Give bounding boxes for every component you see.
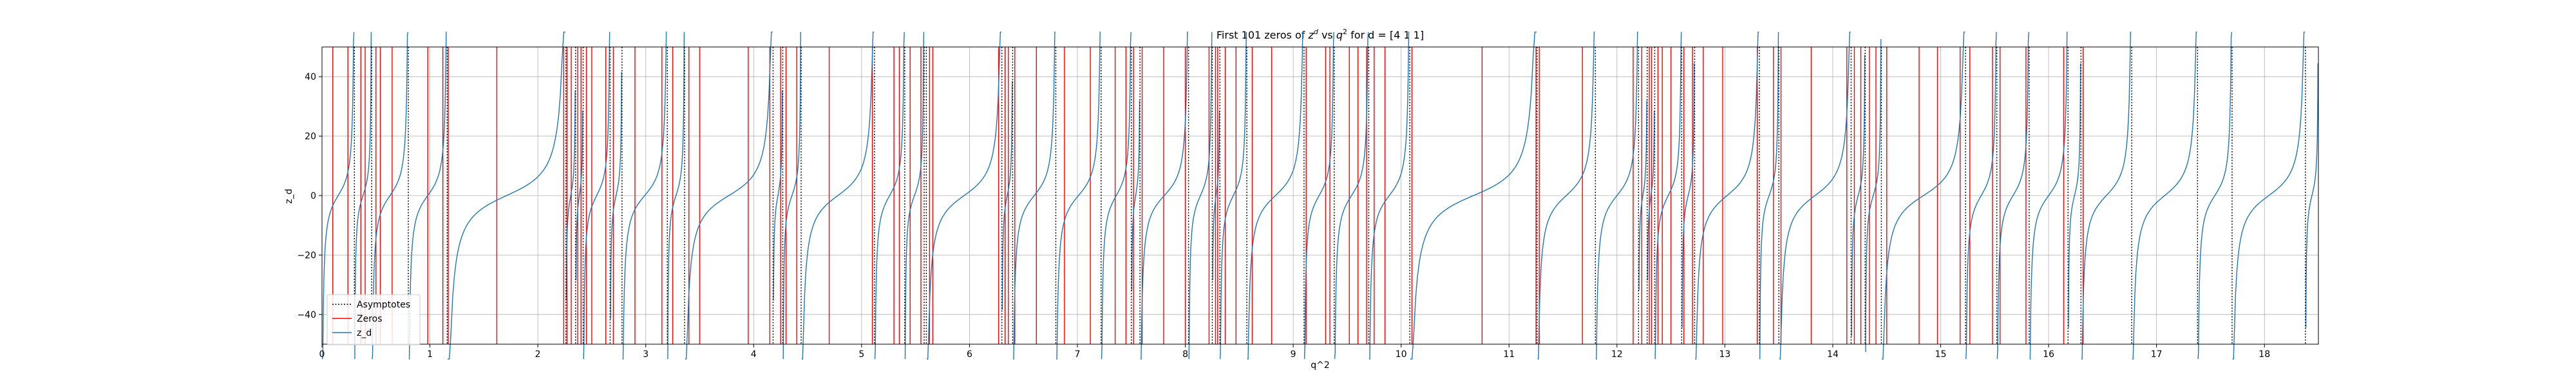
y-axis-label: z_d <box>284 188 294 203</box>
z-d-branch <box>685 32 773 360</box>
x-tick-label: 15 <box>1935 349 1947 360</box>
z-d-branch <box>1638 100 1647 291</box>
z-d-branch <box>622 32 667 360</box>
x-tick-label: 8 <box>1182 349 1188 360</box>
x-tick-label: 14 <box>1827 349 1839 360</box>
z-d-branch <box>1247 32 1304 360</box>
z-d-branch <box>1101 32 1132 360</box>
y-tick-label: 0 <box>310 191 316 201</box>
x-axis-ticks: 0 1 2 3 4 5 6 7 8 9 10 11 12 13 14 15 16 17 18 <box>319 344 2270 360</box>
y-axis-ticks: −40 −20 0 20 40 <box>297 72 322 320</box>
z-d-branch <box>1303 32 1334 360</box>
z-d-branch <box>408 32 447 360</box>
z-d-branch <box>2081 32 2132 360</box>
z-d-branch <box>667 32 685 360</box>
z-d-branch <box>773 90 783 301</box>
x-tick-label: 10 <box>1396 349 1407 360</box>
x-tick-label: 12 <box>1611 349 1623 360</box>
x-tick-label: 11 <box>1503 349 1515 360</box>
x-tick-label: 17 <box>2151 349 2163 360</box>
z-d-branch <box>322 32 355 360</box>
z-d-branch <box>1131 100 1141 291</box>
z-d-branch <box>610 71 622 320</box>
y-tick-label: 40 <box>305 72 316 82</box>
z-d-branch <box>1013 32 1056 360</box>
z-d-branch <box>1996 32 2029 360</box>
z-d-branch <box>874 32 905 360</box>
z-d-branch <box>1334 32 1369 360</box>
x-tick-label: 18 <box>2259 349 2270 360</box>
z-d-branch <box>583 32 611 360</box>
x-tick-label: 1 <box>427 349 433 360</box>
x-tick-label: 13 <box>1719 349 1730 360</box>
z-d-branch <box>1965 32 1997 360</box>
legend-zeros-label: Zeros <box>357 314 383 324</box>
z-d-branch <box>1865 39 1882 353</box>
legend: Asymptotes Zeros z_d <box>327 294 421 345</box>
x-tick-label: 7 <box>1075 349 1081 360</box>
z-d-branch <box>801 32 875 360</box>
z-d-branch <box>565 90 576 301</box>
z-d-branch <box>782 32 801 360</box>
x-tick-label: 2 <box>535 349 541 360</box>
z-d-branch <box>1647 111 1655 280</box>
z-d-branch <box>1001 81 1013 310</box>
z-d-branch <box>1681 63 1695 328</box>
z-d-branch <box>2305 63 2318 328</box>
y-tick-label: −20 <box>297 250 316 261</box>
x-tick-label: 6 <box>967 349 972 360</box>
z-d-branch <box>1596 32 1638 360</box>
z-d-branch <box>2068 63 2081 328</box>
z-d-branch <box>2232 32 2306 360</box>
z-d-branch <box>372 32 409 360</box>
z-d-branch <box>1369 32 1410 360</box>
z-d-branch <box>354 32 372 360</box>
x-tick-label: 16 <box>2043 349 2054 360</box>
z-d-branch <box>575 111 583 280</box>
z-d-branch <box>1212 111 1220 280</box>
x-tick-label: 0 <box>319 349 325 360</box>
z-d-series <box>322 32 2318 360</box>
z-d-branch <box>1188 32 1213 360</box>
z-d-branch <box>2197 32 2232 360</box>
z-d-branch <box>1695 32 1759 360</box>
z-d-branch <box>1537 32 1595 360</box>
z-d-branch <box>1140 32 1188 360</box>
y-tick-label: −40 <box>297 310 316 320</box>
chart-title: First 101 zeros of zd vs q2 for d = [4 1… <box>1217 28 1424 41</box>
legend-zd-label: z_d <box>357 328 372 338</box>
x-tick-label: 5 <box>858 349 864 360</box>
zeros-series <box>332 47 2084 344</box>
z-d-branch <box>1410 32 1537 360</box>
z-d-branch <box>1220 32 1247 360</box>
z-d-branch <box>2132 32 2197 360</box>
z-d-branch <box>927 32 1001 360</box>
x-tick-label: 9 <box>1291 349 1296 360</box>
z-d-branch <box>448 32 565 360</box>
z-d-branch <box>1056 32 1101 360</box>
z-d-branch <box>904 32 925 360</box>
x-tick-label: 3 <box>643 349 649 360</box>
z-d-branch <box>1779 32 1851 360</box>
y-tick-label: 20 <box>305 132 316 142</box>
z-d-branch <box>1654 32 1682 360</box>
x-axis-label: q^2 <box>1311 360 1330 371</box>
z-d-branch <box>2029 32 2068 360</box>
asymptotes-series <box>354 47 2306 344</box>
z-d-branch <box>1851 55 1866 336</box>
legend-asymptotes-label: Asymptotes <box>357 300 410 310</box>
x-tick-label: 4 <box>751 349 757 360</box>
z-d-branch <box>1759 32 1779 360</box>
z-d-branch <box>1882 32 1965 360</box>
